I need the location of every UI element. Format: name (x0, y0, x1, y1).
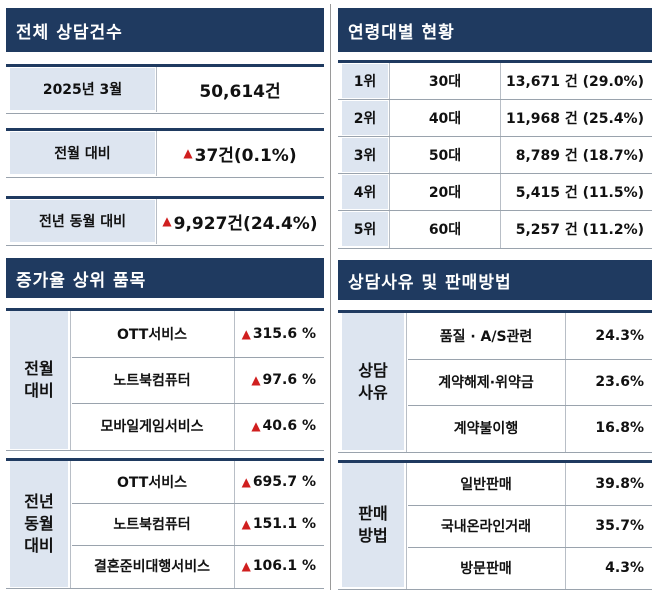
reason-title: 상담사유 및 판매방법 (348, 272, 512, 293)
growth-title: 증가율 상위 품목 (16, 270, 147, 291)
reason-item-pct: 23.6% (595, 374, 644, 390)
reason-item-name: 국내온라인거래 (440, 519, 532, 535)
growth-item-rate: ▲ 315.6 % (241, 326, 316, 342)
age-count: 5,257 건 (11.2%) (515, 222, 644, 238)
growth-item-rate: ▲ 97.6 % (251, 372, 316, 388)
reason-item-name: 계약해제·위약금 (438, 375, 534, 391)
age-group: 20대 (428, 185, 462, 201)
age-header: 연령대별 현황 (338, 8, 652, 52)
growth-group-2-label: 전년 동월 대비 (10, 461, 68, 587)
age-count: 13,671 건 (29.0%) (505, 74, 644, 90)
total-year-border (6, 196, 324, 199)
age-title: 연령대별 현황 (348, 22, 455, 43)
growth-item-name: 모바일게임서비스 (100, 419, 204, 435)
up-arrow-icon: ▲ (241, 475, 251, 489)
age-group: 60대 (428, 222, 462, 238)
total-year-value: ▲ 9,927건(24.4%) (162, 213, 318, 234)
growth-item-name: OTT서비스 (117, 327, 187, 343)
growth-item-name: 노트북컴퓨터 (113, 373, 191, 389)
reason-group-1-label: 상담 사유 (342, 313, 404, 450)
total-prev-label: 전월 대비 (10, 132, 155, 174)
reason-item-name: 품질 · A/S관련 (439, 329, 533, 345)
growth-header: 증가율 상위 품목 (6, 258, 324, 298)
total-prev-border (6, 128, 324, 131)
total-month-value: 50,614건 (199, 81, 281, 102)
reason-item-pct: 24.3% (595, 328, 644, 344)
up-arrow-icon: ▲ (241, 327, 251, 341)
age-rank: 2위 (342, 101, 388, 135)
total-prev-value: ▲ 37건(0.1%) (183, 145, 297, 166)
up-arrow-icon: ▲ (183, 146, 193, 160)
up-arrow-icon: ▲ (162, 214, 172, 228)
age-rank: 4위 (342, 175, 388, 209)
total-top-border (6, 64, 324, 67)
column-divider (330, 4, 331, 590)
age-group: 40대 (428, 111, 462, 127)
growth-item-name: 결혼준비대행서비스 (94, 559, 210, 575)
age-group: 30대 (428, 74, 462, 90)
total-title: 전체 상담건수 (16, 22, 123, 43)
growth-item-rate: ▲ 106.1 % (241, 558, 316, 574)
up-arrow-icon: ▲ (251, 373, 261, 387)
reason-item-pct: 35.7% (595, 518, 644, 534)
age-rank: 5위 (342, 212, 388, 246)
up-arrow-icon: ▲ (251, 419, 261, 433)
age-count: 8,789 건 (18.7%) (515, 148, 644, 164)
total-month-label: 2025년 3월 (10, 68, 155, 110)
age-rank: 3위 (342, 138, 388, 172)
up-arrow-icon: ▲ (241, 517, 251, 531)
reason-group-2-label: 판매 방법 (342, 463, 404, 587)
reason-item-name: 방문판매 (460, 561, 512, 577)
growth-item-name: 노트북컴퓨터 (113, 517, 191, 533)
growth-item-rate: ▲ 151.1 % (241, 516, 316, 532)
reason-item-pct: 39.8% (595, 476, 644, 492)
reason-item-name: 일반판매 (460, 477, 512, 493)
total-year-label: 전년 동월 대비 (10, 200, 155, 242)
growth-group-1-label: 전월 대비 (10, 311, 68, 449)
reason-item-pct: 4.3% (605, 560, 644, 576)
age-rank: 1위 (342, 64, 388, 98)
up-arrow-icon: ▲ (241, 559, 251, 573)
age-group: 50대 (428, 148, 462, 164)
growth-item-name: OTT서비스 (117, 475, 187, 491)
age-count: 11,968 건 (25.4%) (505, 111, 644, 127)
reason-header: 상담사유 및 판매방법 (338, 260, 652, 300)
growth-item-rate: ▲ 695.7 % (241, 474, 316, 490)
reason-item-pct: 16.8% (595, 420, 644, 436)
reason-item-name: 계약불이행 (453, 421, 519, 437)
growth-item-rate: ▲ 40.6 % (251, 418, 316, 434)
age-count: 5,415 건 (11.5%) (515, 185, 644, 201)
total-header: 전체 상담건수 (6, 8, 324, 52)
